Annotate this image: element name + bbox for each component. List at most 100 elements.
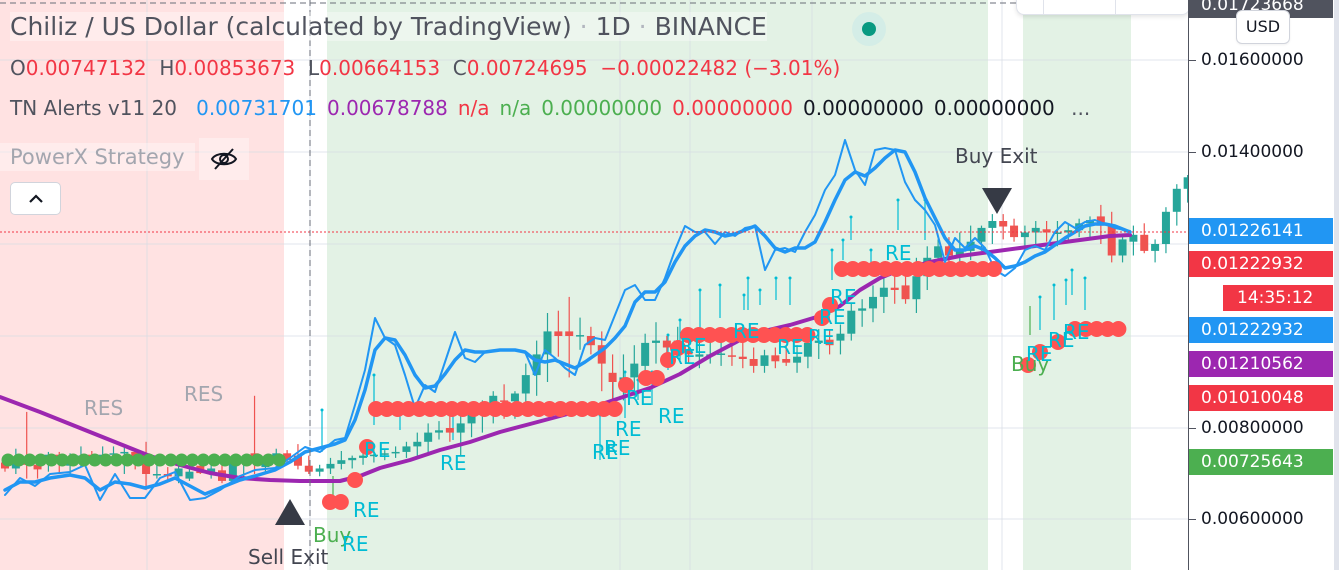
annotation-re: RE: [830, 285, 857, 309]
interval[interactable]: 1D: [595, 12, 631, 41]
res-dot: [120, 453, 134, 467]
res-dot: [142, 453, 156, 467]
candle-up: [988, 221, 997, 228]
neutral-zone: [988, 0, 1023, 570]
candle-up: [1172, 188, 1181, 212]
stem-cap: [830, 248, 834, 252]
stem-cap: [1070, 268, 1074, 272]
symbol-title[interactable]: Chiliz / US Dollar (calculated by Tradin…: [10, 12, 767, 41]
annotation-re: RE: [777, 335, 804, 359]
res-dot: [229, 453, 243, 467]
candle-up: [879, 287, 888, 297]
toggle-visibility-button[interactable]: [198, 138, 249, 180]
candle-up: [1161, 211, 1170, 244]
annotation-re: RE: [364, 438, 391, 462]
indicator-more[interactable]: ...: [1071, 96, 1091, 120]
candle-up: [1020, 232, 1029, 238]
axis-tick-label: 0.00800000: [1201, 418, 1304, 438]
candle-down: [684, 349, 693, 355]
stem-cap: [1038, 295, 1042, 299]
stop-dots: [322, 261, 1127, 510]
stem-cap: [718, 283, 722, 287]
stop-dot: [606, 401, 623, 417]
annotation-res: RES: [84, 396, 124, 420]
candle-down: [901, 285, 910, 300]
res-dot: [196, 453, 210, 467]
top-floating-toolbar[interactable]: [1016, 0, 1188, 15]
stem-cap: [896, 198, 900, 202]
market-status-indicator[interactable]: [852, 12, 886, 46]
price-badge: 0.01222932: [1189, 317, 1333, 343]
annotation-re: RE: [1026, 342, 1053, 366]
price-chart-canvas[interactable]: [0, 0, 1188, 570]
indicator-value: 0.00678788: [326, 96, 448, 120]
res-dot: [66, 453, 80, 467]
candle-up: [228, 462, 237, 481]
indicator-value: 0.00000000: [541, 96, 663, 120]
annotation-buy-exit: Buy Exit: [955, 144, 1038, 168]
candle-up: [152, 474, 161, 476]
ohlc-legend: O0.00747132 H0.00853673 L0.00664153 C0.0…: [10, 56, 841, 80]
toolbar-segment[interactable]: [1043, 0, 1044, 14]
stem-cap: [698, 288, 702, 292]
strategy-name[interactable]: PowerX Strategy: [0, 142, 195, 171]
candle-down: [1140, 234, 1149, 251]
candle-down: [825, 339, 834, 346]
indicator-legend[interactable]: TN Alerts v11 20 0.00731701 0.00678788 n/a…: [10, 96, 1090, 120]
high-value: 0.00853673: [174, 56, 296, 80]
strategy-legend[interactable]: PowerX Strategy: [0, 138, 249, 180]
candle-up: [489, 395, 498, 406]
candle-up: [1118, 239, 1127, 256]
annotation-re: RE: [342, 532, 369, 556]
buy-zone: [327, 0, 988, 570]
candle-down: [608, 372, 617, 382]
candle-down: [727, 355, 736, 357]
stem-cap: [788, 276, 792, 280]
annotation-re: RE: [1048, 328, 1075, 352]
candle-down: [500, 400, 509, 402]
candle-down: [283, 453, 292, 461]
candle-up: [207, 468, 216, 474]
stop-dot: [332, 494, 349, 510]
axis-tick-label: 0.01600000: [1201, 50, 1304, 70]
price-axis-scrollbar[interactable]: [1334, 0, 1339, 570]
candle-up: [1075, 223, 1084, 231]
candle-down: [304, 465, 313, 472]
price-badge: 0.01010048: [1189, 385, 1333, 411]
axis-tick-mark: [1189, 60, 1196, 61]
toolbar-segment[interactable]: [1115, 0, 1116, 14]
res-dot: [185, 453, 199, 467]
annotation-re: RE: [353, 498, 380, 522]
res-dot: [12, 453, 26, 467]
axis-tick-label: 0.00600000: [1201, 509, 1304, 529]
candle-up: [1183, 177, 1188, 189]
fast-ma-thin-path: [4, 139, 1131, 501]
candle-up: [532, 354, 541, 376]
currency-button[interactable]: USD: [1236, 10, 1290, 44]
collapse-legend-button[interactable]: [10, 182, 61, 215]
fast-ma-path: [3, 148, 1132, 496]
candle-up: [185, 471, 194, 479]
stem-cap: [666, 333, 670, 337]
stem-cap: [841, 238, 845, 242]
price-badge: 0.01226141: [1189, 218, 1333, 244]
res-dot: [131, 453, 145, 467]
candle-up: [435, 430, 443, 433]
candle-down: [738, 356, 747, 359]
candle-down: [749, 359, 758, 366]
price-axis[interactable]: 0.01723668 USD 0.01600000 0.01400000 0.008…: [1188, 0, 1339, 570]
chart-pane[interactable]: RES RES Sell Exit Buy Exit Buy Buy RE RE RE RE RE R…: [0, 0, 1188, 570]
symbol-name: Chiliz / US Dollar (calculated by Tradin…: [10, 12, 572, 41]
stop-dot: [347, 472, 363, 488]
candle-up: [652, 340, 660, 343]
annotation-re: RE: [626, 386, 653, 410]
candle-up: [369, 454, 378, 457]
candle-down: [662, 340, 671, 348]
res-dot: [240, 453, 254, 467]
candle-up: [109, 453, 118, 455]
candle-up: [1053, 232, 1062, 234]
stem-cap: [849, 215, 853, 219]
candle-up: [543, 331, 552, 355]
res-dot: [175, 453, 189, 467]
indicator-name[interactable]: TN Alerts v11 20: [10, 96, 178, 120]
